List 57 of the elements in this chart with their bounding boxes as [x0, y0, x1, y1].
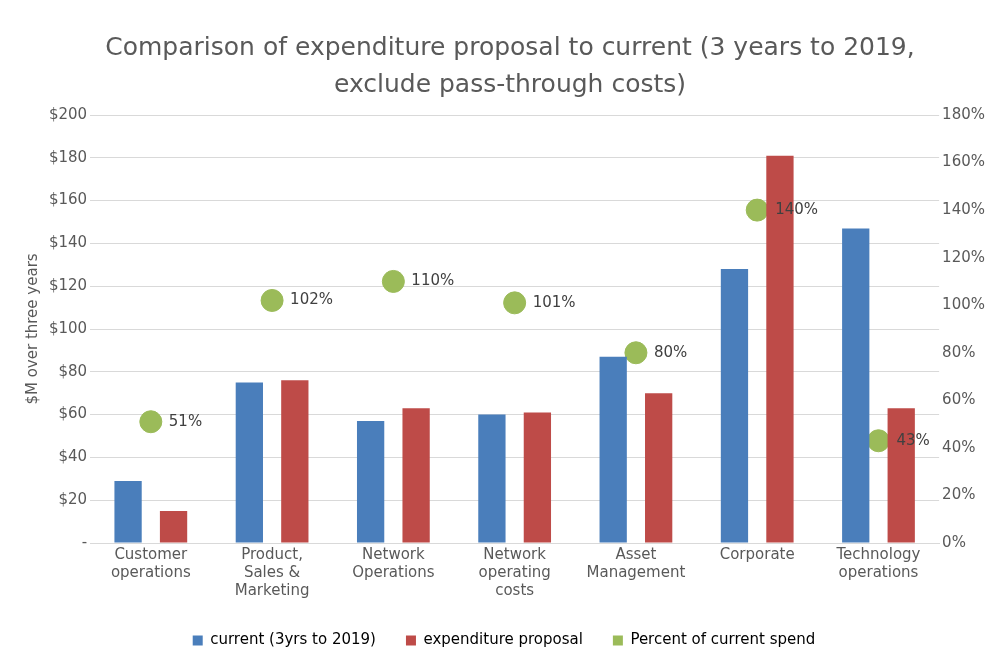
point: [260, 288, 284, 312]
data-label: 80%: [653, 342, 688, 361]
y-axis-title: $M over three years: [22, 253, 41, 405]
x-tick-label: Asset Management: [586, 544, 686, 581]
y-tick-label: $20: [58, 490, 88, 509]
y-tick-label: $200: [48, 104, 88, 123]
legend-label: Percent of current spend: [630, 630, 816, 649]
y2-tick-label: 160%: [942, 152, 986, 171]
y-tick-label: -: [81, 532, 88, 551]
bar: [523, 412, 552, 543]
y2-tick-label: 0%: [942, 532, 966, 551]
y2-tick-label: 40%: [942, 437, 976, 456]
y2-tick-label: 120%: [942, 247, 986, 266]
bar: [645, 393, 673, 543]
bar: [720, 269, 749, 543]
y-tick-label: $160: [48, 190, 88, 209]
x-tick-label: Product, Sales & Marketing: [234, 544, 310, 599]
y-tick-label: $60: [58, 404, 88, 423]
y2-tick-label: 60%: [942, 390, 976, 409]
bar: [599, 356, 627, 543]
y2-tick-label: 80%: [942, 342, 976, 361]
data-label: 51%: [168, 411, 203, 430]
x-tick-label: Corporate: [719, 544, 795, 563]
y-tick-label: $80: [58, 361, 88, 380]
bar: [159, 510, 188, 543]
x-tick-label: Network operating costs: [478, 544, 551, 599]
bar: [114, 480, 142, 543]
point: [139, 410, 163, 434]
y2-tick-label: 20%: [942, 485, 976, 504]
bar: [478, 414, 506, 543]
chart-title: Comparison of expenditure proposal to current (3 years to 2019, exclude pass-through costs): [104, 31, 916, 100]
data-label: 102%: [290, 290, 333, 309]
point: [624, 341, 648, 365]
point: [866, 429, 890, 453]
bar: [402, 408, 430, 543]
data-label: 110%: [411, 271, 455, 290]
y-tick-label: $100: [48, 318, 88, 337]
y-tick-label: $140: [48, 233, 88, 252]
bar: [356, 421, 385, 543]
x-tick-label: Customer operations: [110, 544, 191, 581]
x-tick-label: Technology operations: [835, 544, 921, 581]
point: [381, 269, 405, 293]
y2-tick-label: 140%: [942, 200, 986, 218]
bar: [281, 380, 309, 543]
x-tick-label: Network Operations: [352, 544, 435, 581]
y-tick-label: $180: [48, 147, 88, 166]
legend-label: current (3yrs to 2019): [210, 630, 376, 649]
y-tick-label: $120: [48, 276, 88, 295]
bar: [235, 382, 263, 543]
bar: [842, 228, 870, 543]
point: [503, 291, 527, 315]
legend-label: expenditure proposal: [423, 630, 583, 649]
y2-tick-label: 100%: [942, 295, 986, 314]
y2-tick-label: 180%: [942, 104, 986, 123]
point: [745, 198, 769, 222]
data-label: 101%: [532, 292, 576, 311]
y-tick-label: $40: [58, 447, 88, 466]
